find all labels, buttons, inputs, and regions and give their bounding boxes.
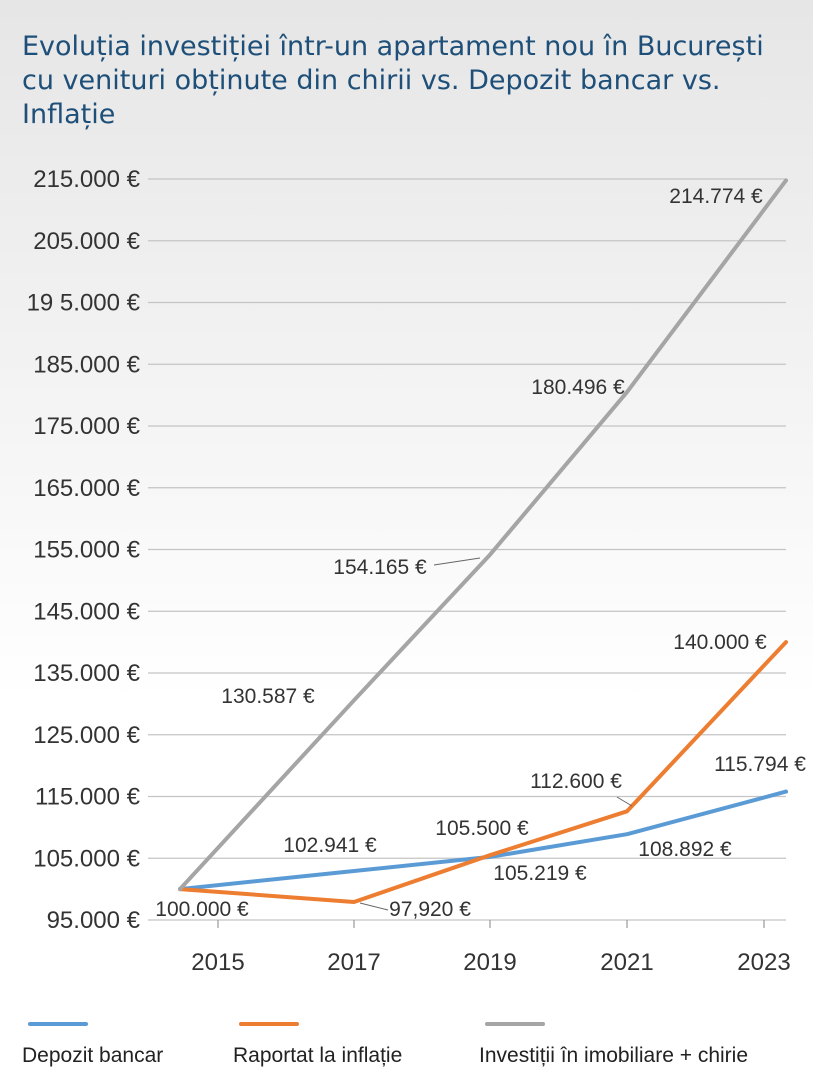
y-tick-label: 125.000 €	[33, 722, 140, 749]
data-label: 100.000 €	[155, 898, 249, 921]
x-axis-ticks: 2015 2017 2019 2021 2023	[191, 920, 791, 976]
legend: Depozit bancar Raportat la inflație Inve…	[0, 1022, 813, 1070]
y-tick-label: 185.000 €	[33, 351, 140, 378]
legend-swatch	[485, 1022, 545, 1026]
label-leaders	[359, 557, 633, 911]
y-tick-label: 145.000 €	[33, 598, 140, 625]
data-label: 154.165 €	[333, 556, 427, 579]
legend-label: Raportat la inflație	[233, 1044, 403, 1067]
legend-swatch	[28, 1022, 88, 1026]
legend-label: Investiții în imobiliare + chirie	[479, 1044, 749, 1067]
legend-item-imobiliare: Investiții în imobiliare + chirie	[479, 1022, 748, 1068]
data-point	[784, 790, 788, 794]
x-tick-label: 2015	[191, 949, 244, 976]
data-label: 140.000 €	[673, 631, 767, 654]
y-tick-label: 135.000 €	[33, 660, 140, 687]
data-label: 97,920 €	[389, 898, 471, 921]
y-tick-label: 215.000 €	[33, 166, 140, 193]
label-leader-line	[433, 557, 481, 566]
data-label: 108.892 €	[638, 838, 732, 861]
data-label: 105.219 €	[493, 862, 587, 885]
y-tick-label: 115.000 €	[35, 784, 141, 811]
series-lines	[178, 178, 788, 904]
legend-item-depozit: Depozit bancar	[22, 1022, 163, 1068]
series-line	[178, 640, 788, 904]
data-label: 102.941 €	[283, 834, 377, 857]
y-tick-label: 205.000 €	[33, 228, 140, 255]
y-tick-label: 165.000 €	[33, 475, 140, 502]
data-label: 214.774 €	[669, 185, 763, 208]
data-point	[352, 900, 356, 904]
data-point	[625, 390, 629, 394]
data-label: 105.500 €	[435, 817, 529, 840]
label-leader-line	[359, 902, 389, 911]
data-point	[625, 832, 629, 836]
data-point	[784, 640, 788, 644]
series-line	[178, 178, 788, 892]
x-tick-label: 2023	[737, 949, 790, 976]
x-tick-label: 2019	[463, 949, 516, 976]
y-tick-label: 95.000 €	[47, 907, 141, 934]
y-tick-label: 175.000 €	[33, 413, 140, 440]
data-point	[178, 887, 182, 891]
x-tick-label: 2017	[327, 949, 380, 976]
data-label: 180.496 €	[531, 376, 625, 399]
y-tick-label: 19 5.000 €	[27, 290, 141, 317]
data-labels: 100.000 € 102.941 € 105.219 € 108.892 € 115.…	[155, 185, 806, 921]
data-point	[488, 553, 492, 557]
line-chart: 95.000 € 105.000 € 115.000 € 125.000 € 135.0…	[27, 166, 807, 976]
label-leader-line	[616, 796, 633, 807]
data-label: 112.600 €	[530, 770, 622, 793]
y-axis-ticks: 95.000 € 105.000 € 115.000 € 125.000 € 135.0…	[27, 166, 141, 934]
legend-item-inflatie: Raportat la inflație	[233, 1022, 402, 1068]
legend-swatch	[239, 1022, 299, 1026]
gridlines	[148, 178, 786, 921]
x-tick-label: 2021	[600, 949, 653, 976]
data-label: 130.587 €	[221, 685, 315, 708]
data-point	[784, 178, 788, 182]
chart-title: Evoluția investiției într-un apartament …	[22, 31, 764, 130]
y-tick-label: 105.000 €	[33, 845, 140, 872]
data-label: 115.794 €	[714, 753, 806, 776]
data-point	[625, 809, 629, 813]
data-point	[352, 698, 356, 702]
data-point	[488, 853, 492, 857]
y-tick-label: 155.000 €	[33, 537, 140, 564]
data-point	[352, 869, 356, 873]
legend-label: Depozit bancar	[22, 1044, 164, 1067]
